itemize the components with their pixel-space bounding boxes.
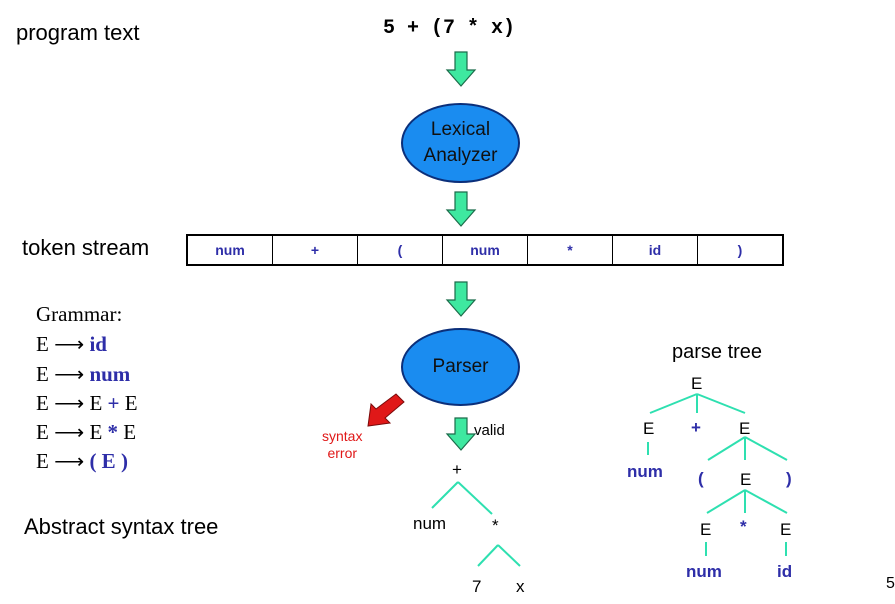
grammar-title: Grammar: <box>36 302 123 326</box>
ast-node-num: num <box>413 514 447 533</box>
parse-node-E: E <box>740 470 752 489</box>
ast-node-star: * <box>492 516 499 535</box>
parse-node-E: E <box>643 419 655 438</box>
parse-tree-edges <box>647 393 788 556</box>
parse-node-num: num <box>627 462 663 481</box>
grammar-rule: E ⟶ id <box>36 332 107 356</box>
token-stream: num + ( num * id ) <box>186 234 784 266</box>
ast-edges <box>431 481 521 567</box>
parser-label: Parser <box>432 356 489 377</box>
parse-node-E: E <box>780 520 792 539</box>
ast-label: Abstract syntax tree <box>24 514 219 539</box>
parse-node-E: E <box>691 374 703 393</box>
token-cell: + <box>273 236 358 264</box>
flow-arrow-2 <box>445 191 477 227</box>
syntax-error-label: syntax error <box>322 428 363 461</box>
valid-label: valid <box>474 422 505 439</box>
ast-node-root: + <box>452 460 462 479</box>
grammar-rule: E ⟶ E + E <box>36 391 138 415</box>
ast-node-7: 7 <box>472 577 482 596</box>
parse-node-lparen: ( <box>698 469 704 488</box>
page-number: 5 <box>886 575 895 592</box>
parse-node-star: * <box>740 517 747 536</box>
error-arrow <box>367 393 405 427</box>
token-cell: * <box>528 236 613 264</box>
grammar-rule: E ⟶ num <box>36 362 131 386</box>
program-code: 5 + (7 * x) <box>383 17 516 40</box>
flow-arrow-3 <box>445 281 477 317</box>
lexer-label-line2: Analyzer <box>423 145 498 166</box>
parse-tree-label: parse tree <box>672 341 763 363</box>
lexical-analyzer-node: Lexical Analyzer <box>401 103 520 183</box>
program-text-label: program text <box>16 20 140 45</box>
parse-node-E: E <box>700 520 712 539</box>
flow-arrow-4 <box>445 417 477 451</box>
grammar-rule: E ⟶ E * E <box>36 420 137 444</box>
token-cell: ) <box>737 242 743 258</box>
ast-node-x: x <box>516 577 525 596</box>
flow-arrow-1 <box>445 51 477 87</box>
token-cell: id <box>613 236 698 264</box>
parse-node-E: E <box>739 419 751 438</box>
parser-node: Parser <box>401 328 520 406</box>
token-cell: num <box>188 236 273 264</box>
token-stream-label: token stream <box>22 235 150 260</box>
parse-node-plus: + <box>691 418 701 437</box>
parse-node-num: num <box>686 562 722 581</box>
grammar-rule: E ⟶ ( E ) <box>36 449 128 473</box>
parse-node-rparen: ) <box>786 469 792 488</box>
parse-node-id: id <box>777 562 793 581</box>
lexer-label-line1: Lexical <box>430 119 491 140</box>
token-cell: ( <box>358 236 443 264</box>
token-cell: num <box>443 236 528 264</box>
